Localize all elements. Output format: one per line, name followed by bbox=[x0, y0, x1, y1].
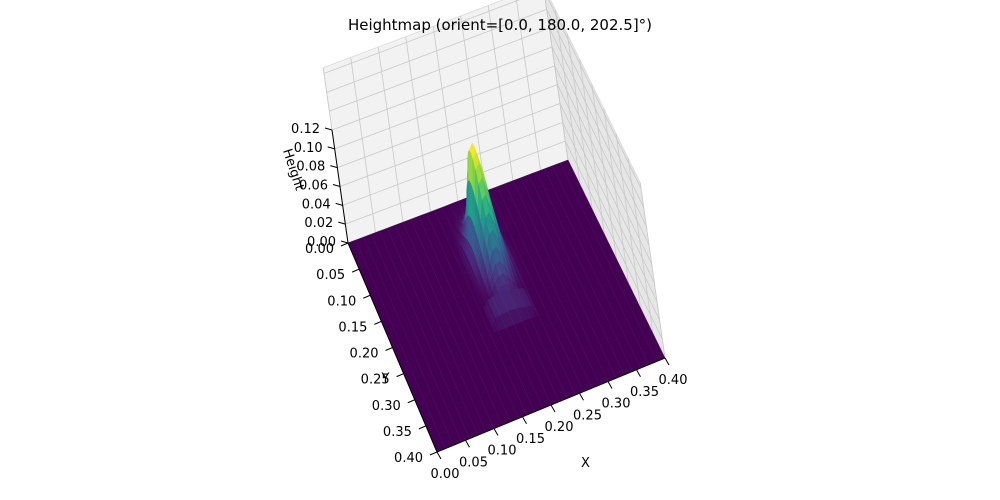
x-tick-label: 0.05 bbox=[459, 455, 488, 470]
y-tick bbox=[385, 347, 393, 351]
back-grid-line bbox=[337, 84, 558, 169]
side-grid-line bbox=[548, 27, 647, 227]
y-tick bbox=[418, 425, 427, 430]
grid-lines bbox=[322, 0, 666, 359]
x-tick bbox=[465, 440, 470, 448]
x-tick bbox=[664, 357, 670, 366]
z-tick bbox=[330, 165, 338, 169]
z-tick bbox=[324, 127, 333, 131]
side-grid-line bbox=[627, 158, 654, 334]
back-grid-line bbox=[487, 5, 514, 181]
x-tick bbox=[493, 428, 499, 436]
x-axis-label: X bbox=[581, 456, 590, 471]
back-grid-line bbox=[377, 47, 404, 223]
z-tick bbox=[332, 184, 341, 187]
side-grid-line bbox=[603, 108, 630, 284]
x-tick bbox=[550, 404, 556, 413]
z-tick-label: 0.04 bbox=[302, 197, 331, 212]
y-axis-label: Y bbox=[381, 372, 390, 387]
chart-title: Heightmap (orient=[0.0, 180.0, 202.5]°) bbox=[348, 16, 652, 34]
back-grid-line bbox=[326, 8, 547, 93]
x-tick-label: 0.10 bbox=[488, 444, 517, 459]
side-grid-line bbox=[564, 140, 663, 340]
x-tick-label: 0.20 bbox=[545, 420, 574, 435]
y-tick-label: 0.15 bbox=[338, 320, 367, 335]
z-tick-label: 0.10 bbox=[294, 141, 323, 156]
side-grid-line bbox=[562, 122, 661, 321]
x-tick-label: 0.00 bbox=[431, 467, 460, 482]
y-tick bbox=[407, 399, 415, 404]
x-tick bbox=[607, 381, 613, 389]
z-tick bbox=[340, 240, 349, 244]
x-tick-label: 0.35 bbox=[630, 385, 659, 400]
side-grid-line bbox=[556, 84, 655, 283]
y-tick-label: 0.20 bbox=[350, 347, 379, 362]
back-grid-line bbox=[339, 103, 561, 187]
back-grid-line bbox=[515, 0, 541, 171]
y-tick bbox=[374, 320, 382, 325]
back-grid-line bbox=[329, 27, 550, 112]
back-grid-line bbox=[342, 121, 563, 206]
y-tick-label: 0.05 bbox=[316, 268, 345, 283]
y-tick-label: 0.35 bbox=[383, 425, 412, 440]
x-tick-label: 0.30 bbox=[602, 397, 631, 412]
y-tick-label: 0.30 bbox=[372, 399, 401, 414]
back-grid-line bbox=[432, 26, 459, 202]
side-grid-line bbox=[559, 103, 658, 302]
back-grid-line bbox=[460, 15, 486, 192]
back-grid-line bbox=[345, 140, 566, 225]
side-grid-line bbox=[567, 34, 593, 210]
z-tick bbox=[338, 221, 346, 225]
z-tick-label: 0.00 bbox=[307, 235, 336, 250]
side-grid-line bbox=[554, 65, 653, 265]
z-tick bbox=[335, 202, 343, 206]
y-tick bbox=[429, 451, 438, 456]
z-tick-label: 0.12 bbox=[291, 122, 320, 137]
x-tick bbox=[436, 451, 442, 460]
back-grid-line bbox=[350, 57, 376, 233]
y-tick-label: 0.40 bbox=[394, 451, 423, 466]
back-grid-line bbox=[405, 36, 431, 212]
side-grid-line bbox=[579, 59, 605, 235]
x-tick bbox=[579, 393, 584, 401]
back-grid-line bbox=[331, 46, 553, 131]
x-tick bbox=[522, 416, 527, 424]
side-grid-line bbox=[544, 0, 569, 161]
side-grid-line bbox=[548, 0, 642, 189]
y-tick bbox=[351, 268, 360, 273]
back-grid-line bbox=[323, 0, 520, 74]
x-tick-label: 0.15 bbox=[516, 432, 545, 447]
x-tick bbox=[636, 369, 641, 377]
y-tick-label: 0.10 bbox=[327, 294, 356, 309]
y-tick bbox=[396, 373, 404, 378]
z-tick-label: 0.02 bbox=[304, 216, 333, 231]
surface-mesh bbox=[347, 142, 666, 453]
y-tick bbox=[340, 242, 349, 247]
side-grid-line bbox=[551, 46, 650, 246]
x-tick-label: 0.25 bbox=[573, 408, 602, 423]
back-grid-line bbox=[334, 65, 555, 150]
side-grid-line bbox=[554, 9, 581, 185]
x-tick-label: 0.40 bbox=[659, 373, 688, 388]
side-grid-line bbox=[546, 9, 645, 208]
side-grid-line bbox=[615, 133, 642, 309]
side-grid-line bbox=[639, 182, 666, 359]
z-tick bbox=[327, 146, 335, 150]
y-tick bbox=[363, 294, 371, 299]
side-grid-line bbox=[591, 83, 617, 260]
